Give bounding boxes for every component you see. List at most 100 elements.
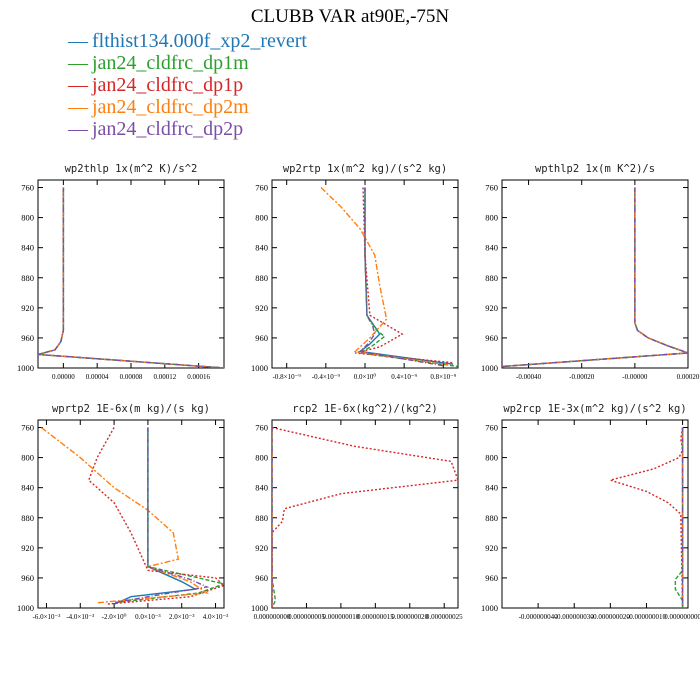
series-line xyxy=(272,427,277,608)
x-tick-label: 0.00004 xyxy=(86,373,109,381)
plot-frame xyxy=(501,419,689,609)
series-line xyxy=(502,187,688,368)
plot-frame xyxy=(271,419,459,609)
panel-title: wprtp2 1E-6x(m kg)/(s kg) xyxy=(52,403,210,415)
y-tick-label: 840 xyxy=(21,243,34,253)
series-line xyxy=(38,187,224,368)
y-tick-label: 920 xyxy=(485,303,498,313)
y-tick-label: 800 xyxy=(255,453,268,463)
y-tick-label: 920 xyxy=(485,543,498,553)
series-line xyxy=(358,187,454,365)
plot-frame xyxy=(37,179,225,369)
x-tick-label: -0.00000 xyxy=(622,373,648,381)
series-line xyxy=(502,187,688,368)
y-tick-label: 920 xyxy=(21,303,34,313)
legend-label: jan24_cldfrc_dp2m xyxy=(92,96,249,118)
x-tick-label: -0.000000010 xyxy=(627,613,667,621)
legend-item: — flthist134.000f_xp2_revert xyxy=(68,30,307,52)
series-line xyxy=(674,427,684,608)
chart-panel: wp2rcp 1E-3x(m^2 kg)/(s^2 kg) 760 800 840 88… xyxy=(481,403,700,621)
y-tick-label: 920 xyxy=(21,543,34,553)
y-tick-label: 880 xyxy=(485,513,498,523)
chart-panel: wprtp2 1E-6x(m kg)/(s kg) 760 800 840 880 920… xyxy=(17,403,228,621)
series-line xyxy=(320,187,449,366)
y-tick-label: 1000 xyxy=(481,363,498,373)
x-tick-label: 0.4×10⁻⁹ xyxy=(391,373,417,381)
y-tick-label: 800 xyxy=(255,213,268,223)
y-tick-label: 960 xyxy=(255,333,268,343)
x-tick-label: -6.0×10⁻³ xyxy=(33,613,61,621)
y-tick-label: 1000 xyxy=(17,363,34,373)
x-tick-label: 0.000000000 xyxy=(254,613,291,621)
x-tick-label: -0.000000030 xyxy=(555,613,595,621)
y-tick-label: 800 xyxy=(485,453,498,463)
series-line xyxy=(113,427,198,605)
y-tick-label: 1000 xyxy=(251,363,268,373)
series-line xyxy=(502,187,688,368)
y-tick-label: 1000 xyxy=(481,603,498,613)
y-tick-label: 880 xyxy=(255,273,268,283)
legend-item: — jan24_cldfrc_dp2m xyxy=(68,96,307,118)
y-tick-label: 760 xyxy=(255,183,268,193)
series-line xyxy=(358,187,444,367)
y-tick-label: 760 xyxy=(255,423,268,433)
x-tick-label: 0.8×10⁻⁹ xyxy=(430,373,456,381)
series-line xyxy=(38,187,224,368)
y-tick-label: 880 xyxy=(21,273,34,283)
panel-title: wp2rtp 1x(m^2 kg)/(s^2 kg) xyxy=(283,163,447,175)
x-tick-label: 0.0×10⁰ xyxy=(354,373,377,381)
x-tick-label: 0.00000 xyxy=(52,373,75,381)
x-tick-label: 0.000000015 xyxy=(357,613,394,621)
chart-panel: wpthlp2 1x(m K^2)/s 760 800 840 880 920 960 100… xyxy=(481,163,700,381)
panel-title: rcp2 1E-6x(kg^2)/(kg^2) xyxy=(292,403,437,415)
chart-panel: wp2rtp 1x(m^2 kg)/(s^2 kg) 760 800 840 880 92… xyxy=(251,163,459,381)
series-line xyxy=(38,187,224,368)
x-tick-label: 2.0×10⁻³ xyxy=(169,613,195,621)
x-tick-label: -2.0×10⁰ xyxy=(102,613,127,621)
x-tick-label: 0.00020 xyxy=(677,373,700,381)
legend-dash-icon: — xyxy=(68,30,88,52)
x-tick-label: 4.0×10⁻³ xyxy=(203,613,229,621)
panel-title: wp2thlp 1x(m^2 K)/s^2 xyxy=(65,163,198,175)
x-tick-label: -0.000000020 xyxy=(591,613,631,621)
x-tick-label: -4.0×10⁻³ xyxy=(66,613,94,621)
x-tick-label: 0.000000010 xyxy=(323,613,360,621)
y-tick-label: 880 xyxy=(255,513,268,523)
x-tick-label: 0.00008 xyxy=(120,373,143,381)
x-tick-label: -0.00020 xyxy=(569,373,595,381)
legend-dash-icon: — xyxy=(68,96,88,118)
series-line xyxy=(87,427,224,605)
y-tick-label: 800 xyxy=(21,213,34,223)
series-line xyxy=(38,187,224,368)
panel-title: wp2rcp 1E-3x(m^2 kg)/(s^2 kg) xyxy=(503,403,686,415)
y-tick-label: 840 xyxy=(255,483,268,493)
x-tick-label: 0.0×10⁻³ xyxy=(135,613,161,621)
series-line xyxy=(607,427,684,608)
legend-label: jan24_cldfrc_dp2p xyxy=(92,118,244,140)
x-tick-label: 0.00016 xyxy=(187,373,210,381)
x-tick-label: -0.00040 xyxy=(516,373,542,381)
chart-panel: rcp2 1E-6x(kg^2)/(kg^2) 760 800 840 880 920 96… xyxy=(251,403,463,621)
plot-frame xyxy=(501,179,689,369)
y-tick-label: 880 xyxy=(21,513,34,523)
legend-dash-icon: — xyxy=(68,74,88,96)
x-tick-label: 0.000000025 xyxy=(426,613,463,621)
y-tick-label: 1000 xyxy=(17,603,34,613)
legend-label: jan24_cldfrc_dp1p xyxy=(92,74,244,96)
legend-dash-icon: — xyxy=(68,52,88,74)
y-tick-label: 960 xyxy=(485,333,498,343)
x-tick-label: 0.000000000 xyxy=(664,613,700,621)
y-tick-label: 960 xyxy=(21,333,34,343)
legend-item: — jan24_cldfrc_dp1p xyxy=(68,74,307,96)
x-tick-label: 0.000000020 xyxy=(391,613,428,621)
y-tick-label: 1000 xyxy=(251,603,268,613)
legend-label: jan24_cldfrc_dp1m xyxy=(92,52,249,74)
series-line xyxy=(355,187,454,364)
y-tick-label: 760 xyxy=(21,183,34,193)
y-tick-label: 960 xyxy=(255,573,268,583)
y-tick-label: 840 xyxy=(485,483,498,493)
series-line xyxy=(113,427,210,604)
legend: — flthist134.000f_xp2_revert — jan24_cldfr… xyxy=(68,30,307,140)
legend-label: flthist134.000f_xp2_revert xyxy=(92,30,307,52)
